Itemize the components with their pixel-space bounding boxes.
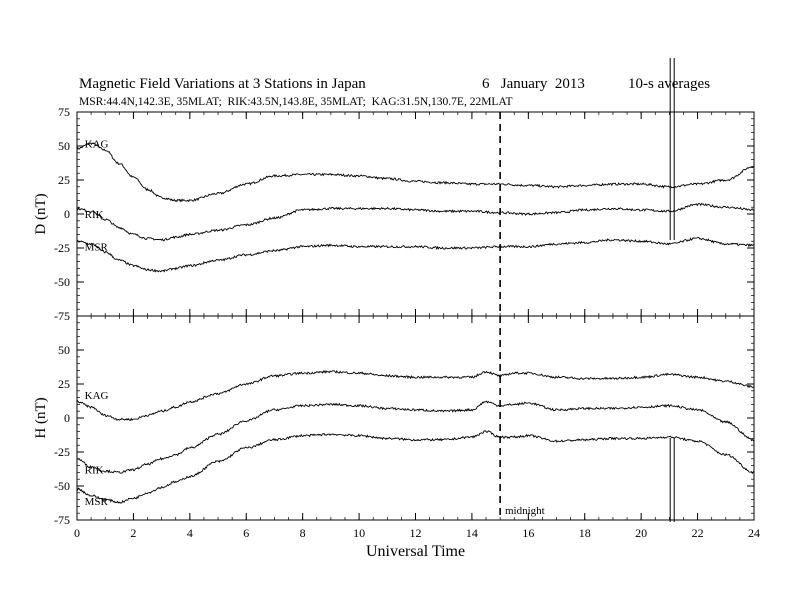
x-tick-label: 2: [130, 526, 136, 540]
y-tick-label: 0: [64, 207, 70, 221]
series-line-msr-top: [76, 237, 755, 273]
x-tick-label: 14: [466, 526, 478, 540]
y-tick-label: 50: [58, 343, 70, 357]
x-tick-label: 4: [187, 526, 193, 540]
series-line-rik-bottom: [76, 400, 755, 474]
y-tick-label: -75: [54, 309, 70, 323]
y-tick-label: -75: [54, 513, 70, 527]
x-tick-label: 18: [579, 526, 591, 540]
chart-title: Magnetic Field Variations at 3 Stations …: [79, 76, 366, 92]
x-tick-label: 16: [522, 526, 534, 540]
y-tick-label: 25: [58, 173, 70, 187]
midnight-label: midnight: [505, 505, 545, 517]
series-line-rik-top: [76, 202, 754, 242]
y-tick-label: 50: [58, 139, 70, 153]
y-tick-label: 75: [58, 105, 70, 119]
chart-date: 6 January 2013: [482, 76, 585, 92]
series-label-kag: KAG: [85, 390, 109, 402]
y-tick-label: -50: [54, 479, 70, 493]
averaging-label: 10-s averages: [628, 76, 710, 92]
x-tick-label: 22: [692, 526, 704, 540]
series-line-kag-bottom: [76, 369, 755, 421]
y-tick-label: 25: [58, 377, 70, 391]
stations-info: MSR:44.4N,142.3E, 35MLAT; RIK:43.5N,143.…: [79, 96, 513, 108]
x-tick-label: 6: [243, 526, 249, 540]
series-label-rik: RIK: [85, 209, 104, 221]
x-tick-label: 12: [410, 526, 422, 540]
series-label-msr: MSR: [85, 242, 109, 254]
plot-area: -75 -50 -25 0 25 50 75 D (nT) KAG RIK MSR -75 -50 -25…: [33, 58, 760, 560]
y-axis-label-top: D (nT): [33, 193, 49, 234]
series-label-msr: MSR: [85, 496, 109, 508]
series-label-rik: RIK: [85, 465, 104, 477]
x-tick-label: 20: [635, 526, 647, 540]
y-tick-label: -25: [54, 445, 70, 459]
series-line-msr-bottom: [76, 430, 755, 504]
x-tick-label: 8: [300, 526, 306, 540]
x-tick-label: 10: [353, 526, 365, 540]
x-tick-label: 24: [748, 526, 760, 540]
x-axis-label: Universal Time: [366, 543, 465, 560]
y-axis-label-bottom: H (nT): [33, 397, 49, 438]
y-tick-label: 0: [64, 411, 70, 425]
series-line-kag-top: [76, 142, 755, 203]
series-label-kag: KAG: [85, 138, 109, 150]
y-tick-label: -25: [54, 241, 70, 255]
y-tick-label: -50: [54, 275, 70, 289]
x-tick-label: 0: [74, 526, 80, 540]
